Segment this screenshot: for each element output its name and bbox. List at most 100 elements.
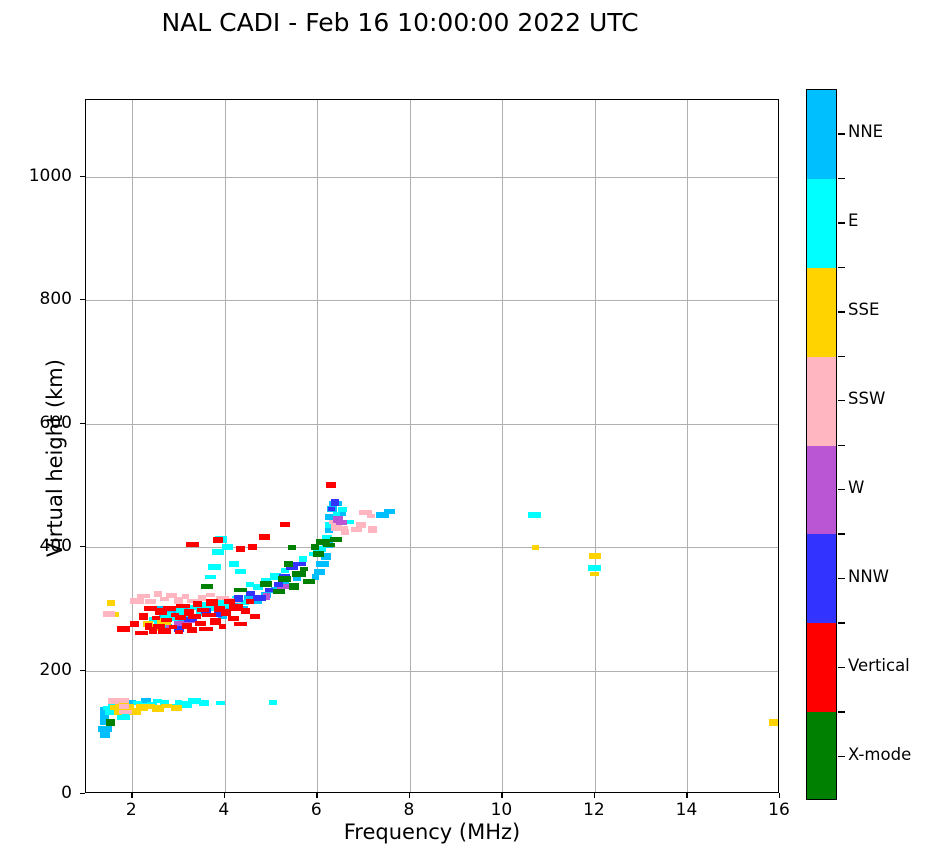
colorbar-segment-nne[interactable]	[807, 90, 836, 179]
x-tick-label: 10	[490, 800, 513, 820]
x-tick	[779, 793, 781, 798]
data-point	[312, 551, 324, 558]
data-point	[102, 705, 111, 710]
data-point	[128, 707, 141, 715]
data-point	[366, 514, 375, 519]
data-point	[104, 709, 116, 715]
data-point	[116, 712, 130, 720]
data-point	[168, 625, 177, 630]
colorbar-boundary-tick	[838, 533, 845, 535]
data-point	[114, 709, 123, 716]
x-tick	[501, 793, 503, 798]
data-point	[383, 508, 395, 514]
data-point	[119, 710, 133, 715]
colorbar-segment-ssw[interactable]	[807, 356, 836, 446]
data-point	[185, 542, 199, 548]
data-point	[129, 598, 144, 605]
data-point	[199, 626, 214, 631]
data-point	[291, 571, 306, 578]
data-point	[287, 544, 296, 550]
data-point	[141, 703, 155, 709]
data-point	[166, 592, 178, 598]
data-point	[181, 623, 192, 630]
gridline-vertical	[132, 100, 134, 792]
colorbar-segment-vertical[interactable]	[807, 623, 836, 713]
data-point	[118, 703, 129, 709]
y-tick	[80, 422, 85, 424]
data-point	[108, 698, 120, 705]
data-point	[173, 625, 184, 632]
data-point	[229, 604, 244, 612]
y-tick-label: 1000	[28, 165, 72, 186]
data-point	[100, 713, 109, 721]
data-point	[121, 708, 130, 713]
colorbar[interactable]	[806, 89, 837, 800]
data-point	[246, 598, 255, 604]
data-point	[276, 584, 289, 590]
colorbar-segment-w[interactable]	[807, 445, 836, 535]
gridline-vertical	[409, 100, 411, 792]
data-point	[368, 526, 378, 534]
data-point	[218, 623, 226, 629]
colorbar-segment-x-mode[interactable]	[807, 712, 836, 799]
x-tick-label: 2	[125, 800, 137, 820]
data-point	[175, 614, 187, 620]
y-tick-label: 200	[39, 659, 72, 680]
y-tick	[80, 669, 85, 671]
data-point	[215, 595, 229, 600]
colorbar-segment-nnw[interactable]	[807, 534, 836, 624]
data-point	[244, 594, 257, 601]
data-point	[320, 553, 331, 561]
data-point	[123, 700, 137, 706]
data-point	[324, 526, 333, 533]
data-point	[241, 608, 251, 615]
data-point	[258, 534, 270, 541]
data-point	[187, 626, 198, 633]
colorbar-label-e: E	[848, 211, 859, 231]
x-tick	[223, 793, 226, 798]
data-point	[237, 600, 249, 606]
data-point	[291, 562, 306, 567]
data-point	[211, 548, 224, 555]
colorbar-segment-sse[interactable]	[807, 267, 836, 357]
data-point	[210, 598, 225, 604]
data-point	[223, 598, 235, 604]
data-point	[331, 523, 343, 531]
data-point	[107, 599, 116, 606]
data-point	[215, 700, 225, 705]
colorbar-label-vertical: Vertical	[848, 655, 910, 675]
data-point	[220, 608, 231, 616]
data-point	[314, 568, 326, 575]
data-point	[161, 704, 173, 709]
data-point	[169, 616, 179, 622]
colorbar-segment-e[interactable]	[807, 178, 836, 268]
plot-area	[85, 99, 779, 793]
data-point	[135, 631, 149, 636]
data-point	[337, 526, 349, 531]
data-point	[769, 719, 778, 727]
data-point	[299, 556, 308, 563]
data-point	[152, 616, 161, 621]
data-point	[181, 593, 189, 599]
data-point	[105, 719, 115, 727]
colorbar-tick	[838, 755, 845, 757]
data-point	[235, 569, 247, 575]
data-point	[153, 699, 163, 704]
colorbar-boundary-tick	[838, 622, 845, 624]
data-point	[270, 573, 282, 581]
data-point	[330, 499, 339, 507]
data-point	[289, 583, 300, 591]
data-point	[249, 613, 260, 619]
y-tick-label: 800	[39, 289, 72, 310]
data-point	[198, 699, 209, 706]
x-tick-label: 4	[218, 800, 230, 820]
gridline-vertical	[224, 100, 226, 792]
data-point	[116, 625, 130, 632]
data-point	[329, 537, 342, 543]
data-point	[153, 590, 162, 597]
y-tick	[80, 299, 85, 301]
data-point	[311, 544, 320, 551]
x-tick-label: 8	[403, 800, 415, 820]
data-point	[588, 565, 602, 572]
x-tick	[131, 793, 133, 798]
